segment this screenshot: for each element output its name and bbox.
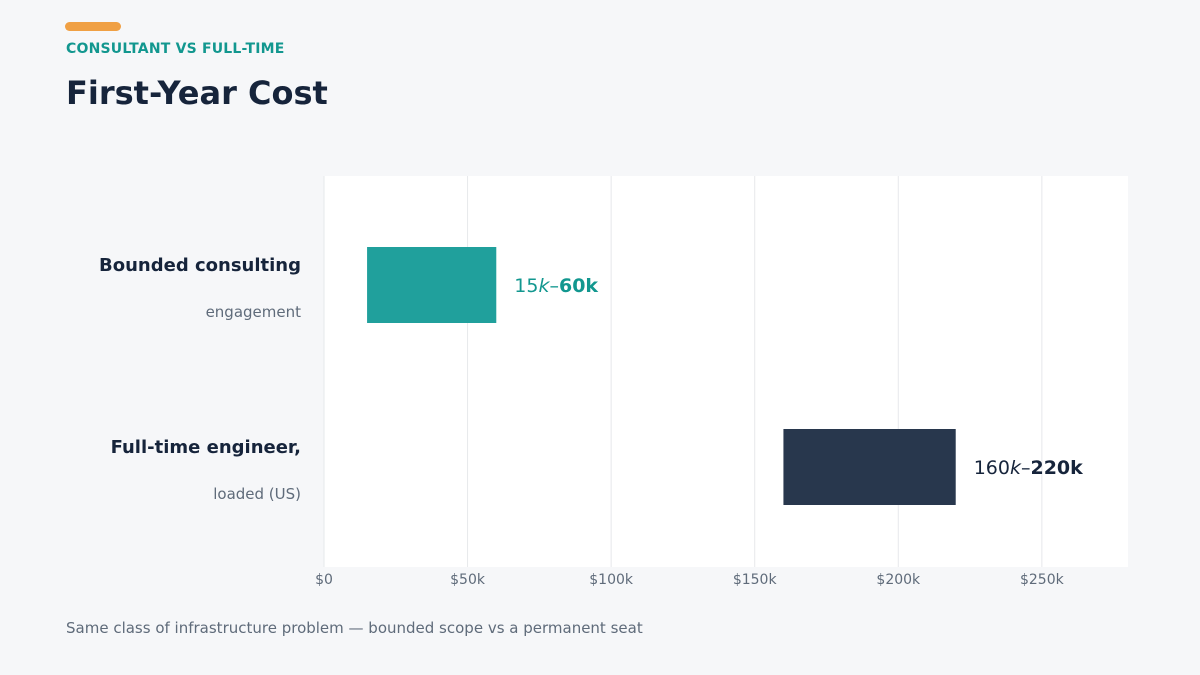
x-tick-label: $250k [1020, 572, 1065, 588]
x-tick-label: $0 [315, 572, 333, 588]
plot-area [324, 176, 1128, 567]
category-label: Full-time engineer, [111, 437, 301, 458]
kicker-label: CONSULTANT VS FULL-TIME [66, 41, 285, 57]
bar-value-label-part: 15 [514, 275, 538, 297]
x-tick-label: $100k [589, 572, 634, 588]
bar-value-label-part: k [538, 275, 550, 297]
x-tick-label: $200k [876, 572, 921, 588]
range-bar [783, 429, 956, 505]
bar-value-label-part: – [549, 275, 559, 297]
bar-value-label-part: – [1021, 457, 1031, 479]
bar-value-label: 160k–220k [974, 457, 1083, 479]
x-tick-label: $150k [733, 572, 778, 588]
chart-footnote: Same class of infrastructure problem — b… [66, 619, 643, 637]
x-tick-label: $50k [450, 572, 486, 588]
bar-value-label: 15k–60k [514, 275, 598, 297]
category-label: Bounded consulting [99, 255, 301, 276]
bar-value-label-part: 220k [1030, 457, 1083, 479]
bar-value-label-part: 160 [974, 457, 1010, 479]
bar-value-label-part: k [1010, 457, 1022, 479]
bar-value-label-part: 60k [559, 275, 598, 297]
category-sublabel: engagement [206, 303, 302, 321]
category-sublabel: loaded (US) [213, 485, 301, 503]
range-bar [367, 247, 497, 323]
chart-title: First-Year Cost [66, 74, 328, 112]
accent-bar [65, 22, 121, 31]
